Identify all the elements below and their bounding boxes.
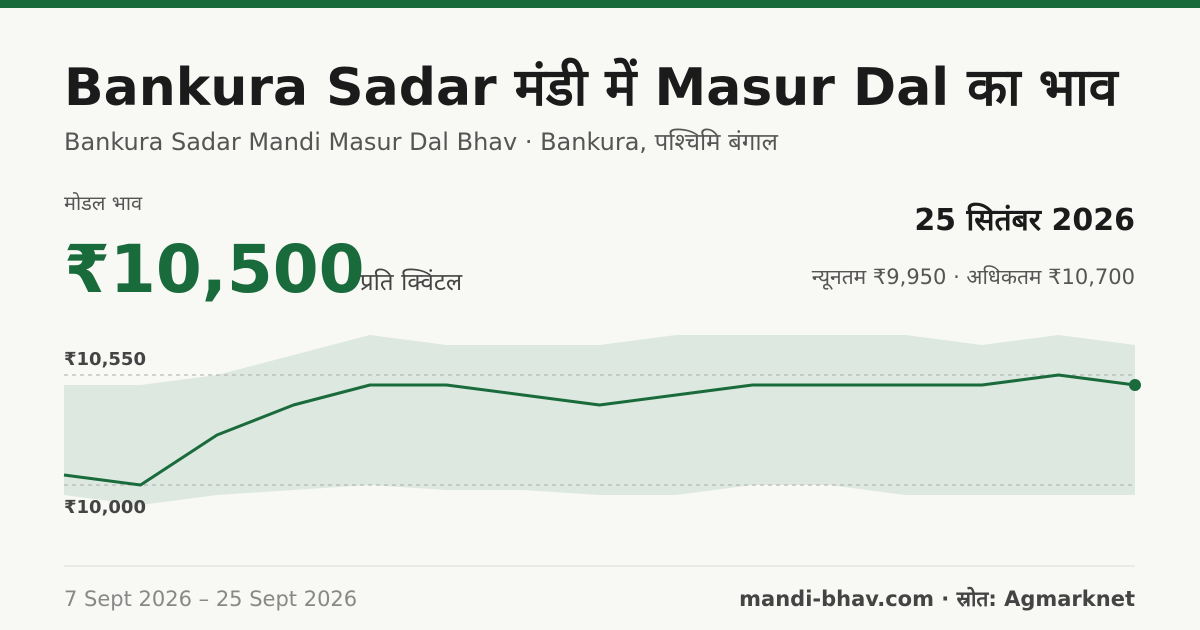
- date: 25 सितंबर 2026: [914, 202, 1135, 238]
- date-range: 7 Sept 2026 – 25 Sept 2026: [64, 587, 357, 611]
- subtitle: Bankura Sadar Mandi Masur Dal Bhav · Ban…: [64, 128, 779, 156]
- range-band: [64, 335, 1135, 505]
- range-text: न्यूनतम ₹9,950 · अधिकतम ₹10,700: [812, 265, 1135, 290]
- y-tick-label: ₹10,550: [64, 349, 146, 370]
- top-bar: [0, 0, 1200, 8]
- price-line: [63, 373, 1136, 487]
- plot: ₹10,000 ₹10,550: [63, 335, 1141, 518]
- source: mandi-bhav.com · स्रोत: Agmarknet: [739, 586, 1135, 611]
- chart-title: Bankura Sadar मंडी में Masur Dal का भाव: [64, 57, 1120, 118]
- last-point: [1129, 379, 1141, 391]
- y-tick-label: ₹10,000: [64, 497, 146, 518]
- price-unit: प्रति क्विंटल: [360, 268, 463, 296]
- price-label: मोडल भाव: [64, 191, 143, 215]
- price: ₹10,500: [64, 231, 365, 308]
